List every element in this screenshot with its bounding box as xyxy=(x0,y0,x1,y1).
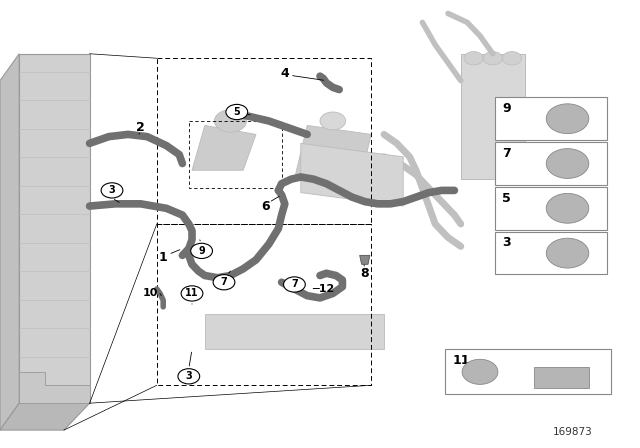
Polygon shape xyxy=(205,314,384,349)
Bar xyxy=(495,232,607,274)
Text: 3: 3 xyxy=(109,185,115,195)
Circle shape xyxy=(181,286,203,301)
Circle shape xyxy=(547,194,589,223)
Polygon shape xyxy=(461,54,525,179)
Bar xyxy=(534,367,589,388)
Bar xyxy=(495,98,607,140)
Circle shape xyxy=(101,183,123,198)
Text: 2: 2 xyxy=(136,121,145,134)
Text: 4: 4 xyxy=(280,67,289,81)
Text: 7: 7 xyxy=(291,280,298,289)
Circle shape xyxy=(464,52,483,65)
Text: 169873: 169873 xyxy=(553,427,593,437)
Text: 3: 3 xyxy=(186,371,192,381)
Polygon shape xyxy=(19,372,90,403)
Circle shape xyxy=(214,110,246,132)
Text: 11: 11 xyxy=(452,354,470,367)
Polygon shape xyxy=(301,143,403,206)
Text: 1: 1 xyxy=(159,251,168,264)
Polygon shape xyxy=(19,54,90,403)
Circle shape xyxy=(547,149,589,178)
Text: 5: 5 xyxy=(502,192,511,205)
Circle shape xyxy=(462,359,498,384)
Circle shape xyxy=(547,104,589,134)
Bar xyxy=(495,142,607,185)
Text: ─12: ─12 xyxy=(312,284,334,294)
Polygon shape xyxy=(360,255,370,264)
Polygon shape xyxy=(192,125,256,170)
Text: 7: 7 xyxy=(221,277,227,287)
Circle shape xyxy=(547,238,589,268)
Text: 10: 10 xyxy=(143,289,158,298)
Circle shape xyxy=(284,277,305,292)
Circle shape xyxy=(502,52,522,65)
Text: 11: 11 xyxy=(185,289,199,298)
Circle shape xyxy=(178,369,200,384)
Text: 7: 7 xyxy=(502,147,511,160)
Bar xyxy=(495,187,607,229)
Text: 6: 6 xyxy=(261,199,270,213)
Bar xyxy=(445,349,611,394)
Text: 5: 5 xyxy=(234,107,240,117)
Circle shape xyxy=(320,112,346,130)
Circle shape xyxy=(191,243,212,258)
Polygon shape xyxy=(294,125,371,188)
Circle shape xyxy=(483,52,502,65)
Text: 9: 9 xyxy=(502,102,511,115)
Text: 3: 3 xyxy=(502,237,511,250)
Polygon shape xyxy=(0,54,19,430)
Circle shape xyxy=(213,275,235,290)
Circle shape xyxy=(226,104,248,120)
Polygon shape xyxy=(0,403,90,430)
Text: 9: 9 xyxy=(198,246,205,256)
Text: 8: 8 xyxy=(360,267,369,280)
